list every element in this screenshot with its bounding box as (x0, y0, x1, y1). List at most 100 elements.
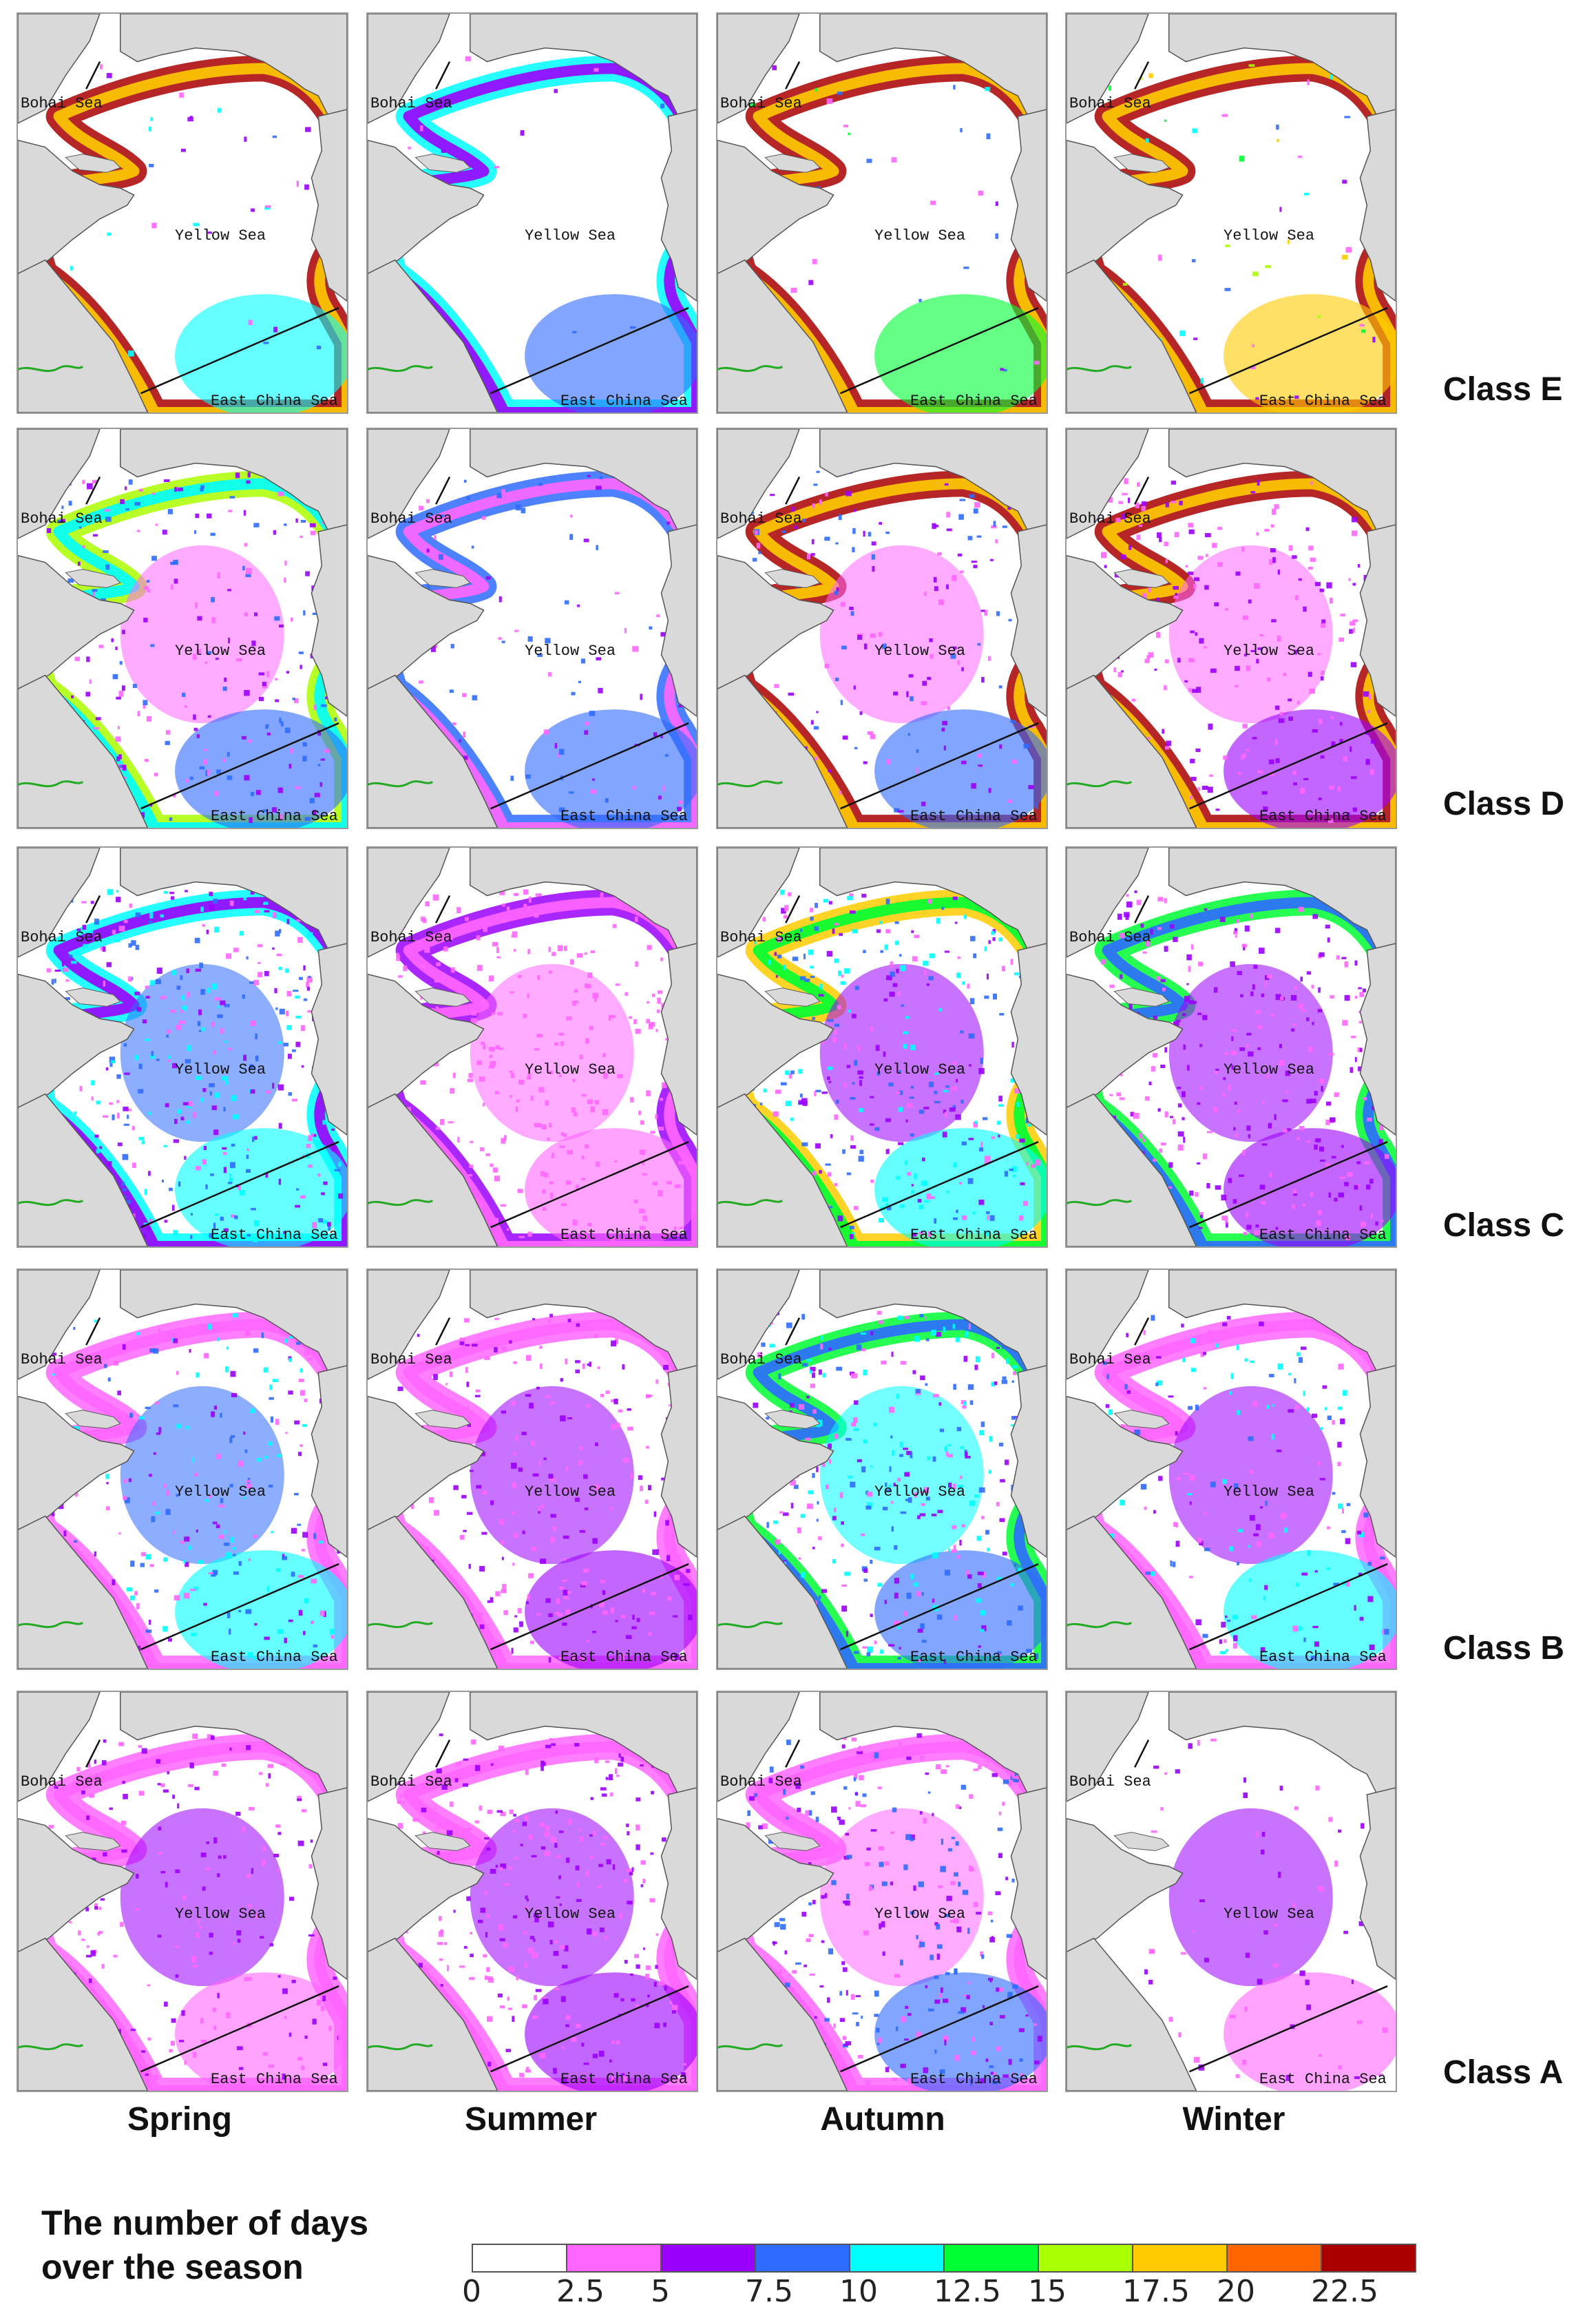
yellow-sea-label: Yellow Sea (525, 227, 616, 244)
east-china-sea-label: East China Sea (560, 1649, 688, 1666)
yellow-sea-label: Yellow Sea (175, 1061, 266, 1078)
east-china-sea-label: East China Sea (211, 1649, 338, 1666)
yellow-sea-label: Yellow Sea (525, 1061, 616, 1078)
east-china-sea-label: East China Sea (560, 393, 688, 410)
sea-map (368, 1692, 697, 2091)
east-china-sea-label: East China Sea (910, 393, 1038, 410)
map-panel: Bohai Sea Yellow Sea East China Sea (1065, 846, 1397, 1248)
sea-map (18, 848, 347, 1246)
sea-map (368, 848, 697, 1246)
sea-map (1067, 429, 1396, 828)
map-panel: Bohai Sea Yellow Sea East China Sea (366, 846, 698, 1248)
sea-map (717, 1270, 1047, 1669)
bohai-sea-label: Bohai Sea (21, 1351, 103, 1368)
yellow-sea-label: Yellow Sea (175, 227, 266, 244)
map-panel: Bohai Sea Yellow Sea East China Sea (1065, 1268, 1397, 1670)
map-panel: Bohai Sea Yellow Sea East China Sea (716, 846, 1048, 1248)
sea-map (717, 14, 1047, 413)
sea-map (18, 429, 347, 828)
legend-swatch (1226, 2244, 1322, 2273)
class-label-e: Class E (1443, 371, 1563, 408)
map-panel: Bohai Sea Yellow Sea East China Sea (17, 12, 348, 414)
map-panel: Bohai Sea Yellow Sea East China Sea (17, 1691, 348, 2092)
map-panel: Bohai Sea Yellow Sea East China Sea (716, 1691, 1048, 2092)
class-label-b: Class B (1443, 1630, 1565, 1667)
season-label-autumn: Autumn (820, 2101, 945, 2138)
legend-title-line1: The number of days (41, 2204, 369, 2242)
east-china-sea-label: East China Sea (211, 393, 338, 410)
bohai-sea-label: Bohai Sea (720, 510, 802, 528)
bohai-sea-label: Bohai Sea (1069, 510, 1151, 528)
bohai-sea-label: Bohai Sea (370, 510, 452, 528)
bohai-sea-label: Bohai Sea (370, 95, 452, 112)
sea-map (368, 429, 697, 828)
legend-tick-label: 0 (462, 2274, 481, 2309)
bohai-sea-label: Bohai Sea (21, 1773, 103, 1790)
bohai-sea-label: Bohai Sea (720, 1773, 802, 1790)
legend-tick-label: 22.5 (1311, 2274, 1378, 2309)
legend-swatch (1038, 2244, 1133, 2273)
sea-map (717, 848, 1047, 1246)
sea-map (1067, 1692, 1396, 2091)
class-label-d: Class D (1443, 786, 1565, 822)
yellow-sea-label: Yellow Sea (1224, 1061, 1315, 1078)
yellow-sea-label: Yellow Sea (874, 227, 966, 244)
east-china-sea-label: East China Sea (560, 2071, 688, 2088)
class-label-a: Class A (1443, 2054, 1564, 2091)
sea-map (18, 1270, 347, 1669)
bohai-sea-label: Bohai Sea (1069, 95, 1151, 112)
legend-title-line2: over the season (41, 2248, 304, 2286)
legend-swatch (943, 2244, 1039, 2273)
bohai-sea-label: Bohai Sea (21, 95, 103, 112)
bohai-sea-label: Bohai Sea (720, 1351, 802, 1368)
sea-map (368, 1270, 697, 1669)
east-china-sea-label: East China Sea (910, 808, 1038, 825)
legend-tick-label: 12.5 (934, 2274, 1001, 2309)
east-china-sea-label: East China Sea (910, 1226, 1038, 1244)
east-china-sea-label: East China Sea (211, 2071, 338, 2088)
sea-map (1067, 1270, 1396, 1669)
yellow-sea-label: Yellow Sea (175, 1483, 266, 1501)
bohai-sea-label: Bohai Sea (720, 929, 802, 946)
sea-map (717, 1692, 1047, 2091)
yellow-sea-label: Yellow Sea (1224, 643, 1315, 660)
yellow-sea-label: Yellow Sea (1224, 227, 1315, 244)
map-panel: Bohai Sea Yellow Sea East China Sea (716, 428, 1048, 829)
legend-swatch (660, 2244, 756, 2273)
yellow-sea-label: Yellow Sea (175, 643, 266, 660)
legend-swatch (566, 2244, 662, 2273)
map-panel: Bohai Sea Yellow Sea East China Sea (17, 1268, 348, 1670)
map-panel: Bohai Sea Yellow Sea East China Sea (366, 428, 698, 829)
yellow-sea-label: Yellow Sea (1224, 1905, 1315, 1923)
map-panel: Bohai Sea Yellow Sea East China Sea (1065, 12, 1397, 414)
sea-map (717, 429, 1047, 828)
map-panel: Bohai Sea Yellow Sea East China Sea (17, 428, 348, 829)
legend-swatch (849, 2244, 945, 2273)
east-china-sea-label: East China Sea (1259, 1649, 1387, 1666)
yellow-sea-label: Yellow Sea (874, 1061, 966, 1078)
legend-tick-label: 2.5 (556, 2274, 605, 2309)
legend-swatch (1132, 2244, 1228, 2273)
yellow-sea-label: Yellow Sea (874, 1905, 966, 1923)
east-china-sea-label: East China Sea (211, 808, 338, 825)
yellow-sea-label: Yellow Sea (874, 1483, 966, 1501)
map-panel: Bohai Sea Yellow Sea East China Sea (366, 12, 698, 414)
east-china-sea-label: East China Sea (211, 1226, 338, 1244)
yellow-sea-label: Yellow Sea (525, 1483, 616, 1501)
east-china-sea-label: East China Sea (1259, 808, 1387, 825)
legend-tick-label: 17.5 (1122, 2274, 1190, 2309)
legend-swatch (755, 2244, 850, 2273)
season-label-summer: Summer (464, 2101, 598, 2138)
legend-title: The number of days over the season (41, 2201, 368, 2289)
legend-swatch (1321, 2244, 1416, 2273)
map-panel: Bohai Sea Yellow Sea East China Sea (17, 846, 348, 1248)
east-china-sea-label: East China Sea (1259, 393, 1387, 410)
bohai-sea-label: Bohai Sea (21, 929, 103, 946)
bohai-sea-label: Bohai Sea (370, 1773, 452, 1790)
yellow-sea-label: Yellow Sea (874, 643, 966, 660)
east-china-sea-label: East China Sea (1259, 1226, 1387, 1244)
legend-tick-label: 7.5 (745, 2274, 793, 2309)
sea-map (18, 14, 347, 413)
bohai-sea-label: Bohai Sea (21, 510, 103, 528)
bohai-sea-label: Bohai Sea (720, 95, 802, 112)
